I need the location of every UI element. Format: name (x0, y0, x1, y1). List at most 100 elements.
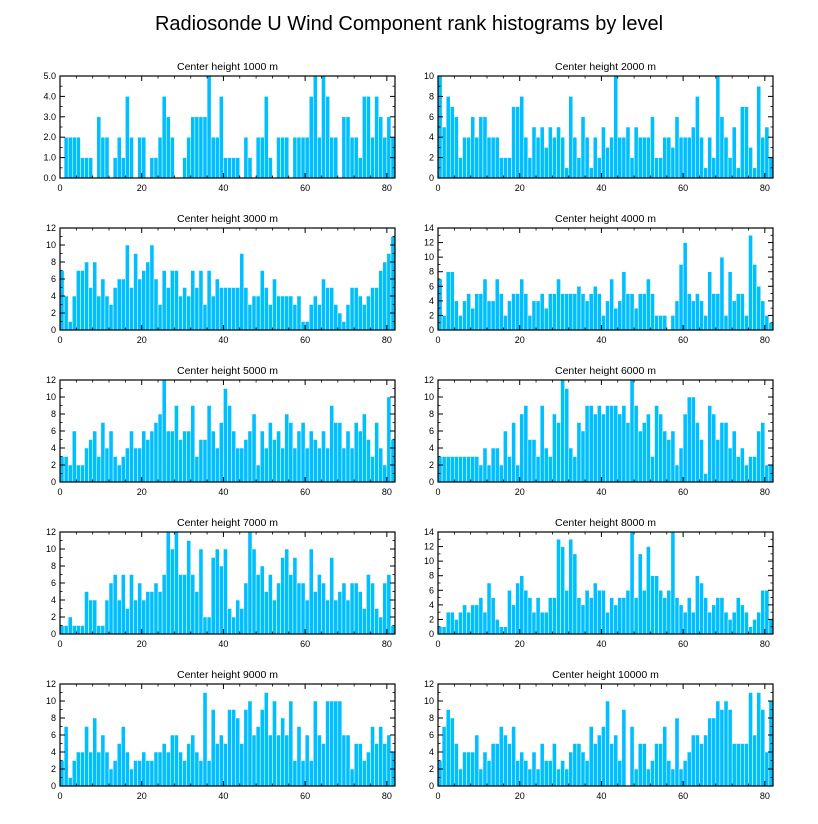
y-tick-label: 10 (46, 240, 56, 250)
histogram-bar (345, 734, 351, 787)
histogram-bar (174, 531, 179, 635)
histogram-bar (76, 751, 81, 787)
histogram-bar (494, 619, 500, 635)
histogram-bar (633, 405, 639, 483)
histogram-bar (116, 464, 122, 483)
histogram-bar (470, 116, 476, 179)
y-tick-label: 12 (46, 223, 56, 233)
x-tick-label: 40 (218, 791, 228, 801)
y-tick-label: 0 (429, 477, 434, 487)
histogram-bar (454, 456, 459, 483)
histogram-bar (519, 575, 525, 635)
y-tick-label: 8 (429, 91, 434, 101)
histogram-bar (272, 700, 277, 787)
histogram-bar (458, 611, 463, 635)
histogram-panel-9: Center height 9000 m 0 20 40 60 80 0 2 4 6 8 10 12 (46, 669, 396, 801)
y-tick-label: 10 (424, 392, 434, 402)
y-tick-label: 4 (51, 291, 56, 301)
histogram-bar (458, 768, 463, 787)
histogram-bar (609, 136, 614, 179)
x-tick-label: 0 (57, 639, 62, 649)
histogram-bar (125, 447, 130, 483)
histogram-bar (637, 553, 643, 635)
histogram-bar (227, 608, 232, 635)
histogram-bar (223, 388, 228, 483)
histogram-bar (478, 464, 484, 483)
histogram-bar (756, 430, 761, 483)
histogram-bar (194, 287, 200, 331)
histogram-bar (576, 157, 582, 179)
y-tick-label: 0 (429, 173, 434, 183)
y-tick-label: 10 (424, 71, 434, 81)
histogram-bar (231, 287, 236, 331)
histogram-bar (682, 136, 688, 179)
histogram-bar (219, 96, 224, 179)
histogram-bar (362, 760, 367, 787)
histogram-bar (108, 768, 114, 787)
histogram-bar (125, 96, 130, 179)
histogram-bar (304, 734, 310, 787)
histogram-bar (251, 413, 257, 483)
histogram-bar (206, 616, 212, 635)
histogram-bar (321, 278, 326, 331)
histogram-bar (503, 315, 508, 331)
histogram-bar (227, 287, 232, 331)
histogram-bar (264, 591, 269, 635)
bars-group (437, 531, 774, 635)
histogram-bar (63, 625, 69, 635)
histogram-bar (92, 430, 98, 483)
histogram-bar (515, 582, 520, 635)
y-tick-label: 4.0 (43, 91, 56, 101)
histogram-bar (251, 548, 257, 635)
y-tick-label: 0 (51, 477, 56, 487)
histogram-bar (740, 743, 745, 787)
histogram-bar (519, 413, 525, 483)
y-tick-label: 2 (429, 764, 434, 774)
histogram-bar (646, 413, 651, 483)
histogram-bar (202, 116, 208, 179)
histogram-bar (170, 270, 175, 331)
histogram-bar (715, 597, 721, 635)
histogram-bar (104, 447, 110, 483)
histogram-bar (214, 548, 220, 635)
histogram-bar (752, 167, 757, 179)
histogram-bar (727, 709, 733, 787)
y-tick-label: 2 (429, 310, 434, 320)
histogram-bar (588, 293, 594, 331)
histogram-bar (650, 575, 655, 635)
histogram-bar (382, 136, 388, 179)
histogram-bar (731, 743, 737, 787)
histogram-bar (214, 743, 220, 787)
histogram-bar (84, 261, 89, 331)
histogram-bar (296, 582, 302, 635)
histogram-bar (601, 126, 606, 179)
histogram-bar (735, 597, 741, 635)
histogram-bar (149, 591, 155, 635)
y-tick-label: 5.0 (43, 71, 56, 81)
histogram-bar (543, 307, 549, 331)
histogram-bar (609, 597, 614, 635)
histogram-bar (88, 751, 93, 787)
y-tick-label: 6 (51, 578, 56, 588)
histogram-bar (654, 157, 659, 179)
histogram-bar (198, 439, 204, 483)
histogram-bar (149, 157, 155, 179)
y-tick-label: 0 (429, 325, 434, 335)
y-tick-label: 8 (51, 409, 56, 419)
histogram-bar (80, 751, 85, 787)
histogram-bar (206, 405, 212, 483)
histogram-bar (125, 608, 130, 635)
histogram-bar (642, 136, 647, 179)
histogram-bar (564, 590, 569, 635)
histogram-bar (308, 430, 314, 483)
x-tick-label: 80 (382, 791, 392, 801)
histogram-bar (317, 447, 322, 483)
panel-title: Center height 9000 m (177, 669, 278, 681)
histogram-bar (247, 430, 253, 483)
histogram-bar (390, 439, 396, 483)
histogram-bar (703, 597, 708, 635)
histogram-bar (695, 734, 700, 787)
histogram-bar (80, 464, 85, 483)
y-tick-label: 4 (429, 132, 434, 142)
histogram-bar (145, 261, 151, 331)
